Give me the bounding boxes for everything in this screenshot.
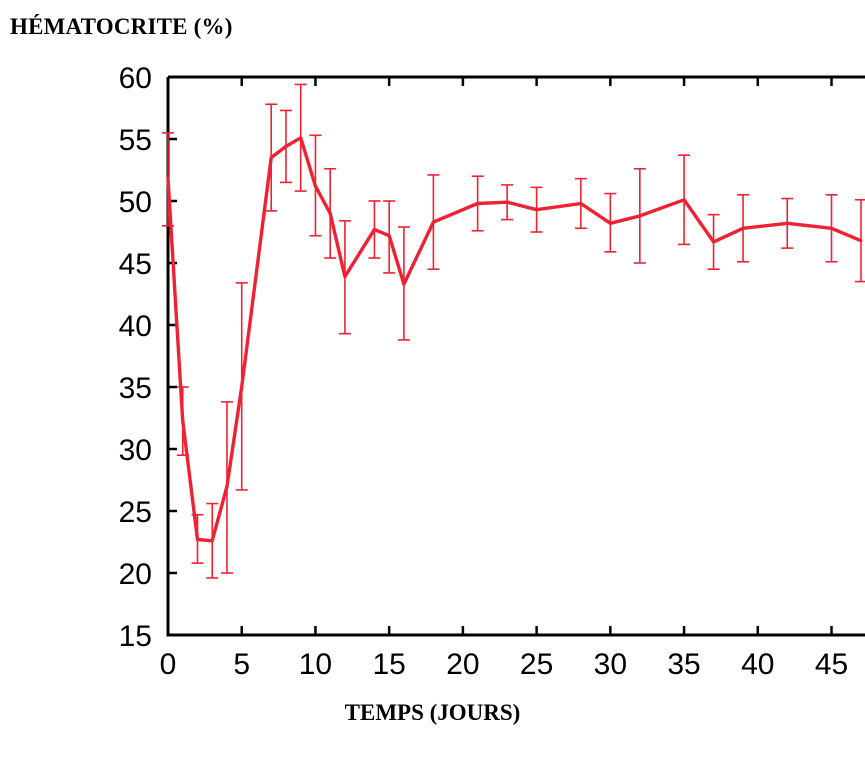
y-axis-title: HÉMATOCRITE (%) <box>10 14 233 39</box>
data-point <box>372 228 376 232</box>
x-tick-label: 5 <box>233 648 250 681</box>
data-point <box>476 201 480 205</box>
x-tick-label: 35 <box>667 648 700 681</box>
data-point <box>181 418 185 422</box>
data-point <box>712 240 716 244</box>
y-tick-label: 50 <box>119 186 152 219</box>
data-point <box>682 198 686 202</box>
y-tick-label: 20 <box>119 558 152 591</box>
data-point <box>387 234 391 238</box>
data-point <box>195 538 199 542</box>
x-tick-label: 25 <box>520 648 553 681</box>
x-tick-label: 45 <box>815 648 848 681</box>
data-point <box>313 184 317 188</box>
data-point <box>535 208 539 212</box>
data-point <box>269 156 273 160</box>
data-point <box>638 214 642 218</box>
data-point <box>579 201 583 205</box>
data-point <box>240 385 244 389</box>
y-tick-label: 60 <box>119 62 152 95</box>
data-point <box>402 282 406 286</box>
data-point <box>210 539 214 543</box>
x-tick-label: 10 <box>299 648 332 681</box>
y-tick-label: 25 <box>119 496 152 529</box>
y-tick-label: 55 <box>119 124 152 157</box>
data-point <box>785 221 789 225</box>
data-point <box>343 275 347 279</box>
x-axis-title: TEMPS (JOURS) <box>344 700 521 725</box>
x-tick-label: 20 <box>446 648 479 681</box>
y-tick-label: 15 <box>119 620 152 653</box>
data-point <box>166 177 170 181</box>
data-point <box>505 200 509 204</box>
data-point <box>741 226 745 230</box>
data-point <box>328 211 332 215</box>
data-point <box>830 226 834 230</box>
data-point <box>225 484 229 488</box>
plot-frame <box>166 75 865 637</box>
y-tick-label: 30 <box>119 434 152 467</box>
x-tick-label: 40 <box>741 648 774 681</box>
series-line <box>166 136 862 543</box>
y-tick-label: 40 <box>119 310 152 343</box>
data-point <box>608 221 612 225</box>
x-tick-label: 15 <box>372 648 405 681</box>
x-tick-label: 30 <box>594 648 627 681</box>
x-tick-label: 0 <box>160 648 177 681</box>
y-tick-label: 45 <box>119 248 152 281</box>
y-tick-label: 35 <box>119 372 152 405</box>
data-point <box>859 239 863 243</box>
data-point <box>431 220 435 224</box>
data-point <box>284 144 288 148</box>
data-point <box>299 136 303 140</box>
